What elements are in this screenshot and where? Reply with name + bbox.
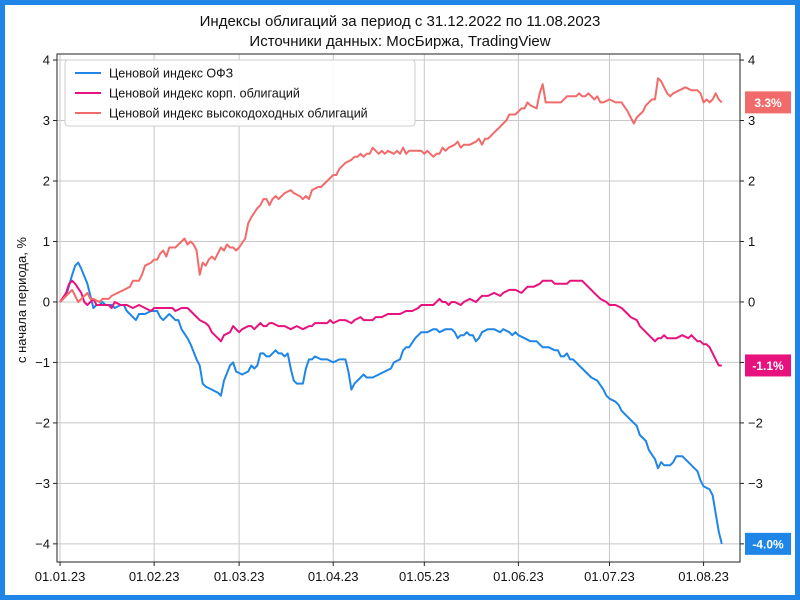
series-line-1 [59,279,722,367]
y-tick-label-right: 3 [748,113,755,128]
y-tick-label-left: 2 [43,174,50,189]
chart-subtitle: Источники данных: МосБиржа, TradingView [249,33,550,50]
y-tick-label-right: 2 [748,174,755,189]
axis-ticks: −4−4−3−3−2−2−1−1001122334401.01.2301.02.… [35,53,763,584]
y-tick-label-right: −3 [748,476,763,491]
y-axis-label: с начала периода, % [14,237,29,363]
x-tick-label: 01.05.23 [399,569,450,584]
y-tick-label-right: −2 [748,415,763,430]
y-tick-label-left: 4 [43,53,50,68]
x-tick-label: 01.02.23 [129,569,180,584]
end-label-1: -1.1% [752,359,784,373]
end-label-box-0 [745,532,791,555]
legend: Ценовой индекс ОФЗ Ценовой индекс корп. о… [64,59,416,127]
legend-label-0: Ценовой индекс ОФЗ [109,67,233,81]
y-tick-label-right: 0 [748,294,755,309]
end-label-0: -4.0% [752,537,784,551]
end-label-box-1 [745,354,791,377]
y-tick-label-left: 1 [43,234,50,249]
x-tick-label: 01.07.23 [584,569,635,584]
x-tick-label: 01.08.23 [678,569,729,584]
x-tick-label: 01.06.23 [493,569,544,584]
y-tick-label-left: 0 [43,294,50,309]
end-label-2: 3.3% [754,96,782,110]
y-tick-label-right: 1 [748,234,755,249]
y-tick-label-left: −4 [35,536,50,551]
y-tick-label-left: −3 [35,476,50,491]
plot-border [56,53,741,563]
end-labels: -4.0% -1.1% 3.3% [745,91,791,555]
y-tick-label-left: 3 [43,113,50,128]
legend-label-2: Ценовой индекс высокодоходных облигаций [109,107,368,121]
x-tick-label: 01.01.23 [35,569,86,584]
series-line-0 [59,261,723,545]
legend-label-1: Ценовой индекс корп. облигаций [109,87,300,101]
series-lines [59,77,723,545]
series-line-2 [59,77,723,303]
legend-box [64,59,416,127]
y-tick-label-left: −2 [35,415,50,430]
x-tick-label: 01.04.23 [308,569,359,584]
y-tick-label-left: −1 [35,355,50,370]
y-tick-label-right: 4 [748,53,755,68]
x-tick-label: 01.03.23 [214,569,265,584]
end-label-box-2 [745,91,791,114]
chart-title: Индексы облигаций за период с 31.12.2022… [200,13,601,30]
